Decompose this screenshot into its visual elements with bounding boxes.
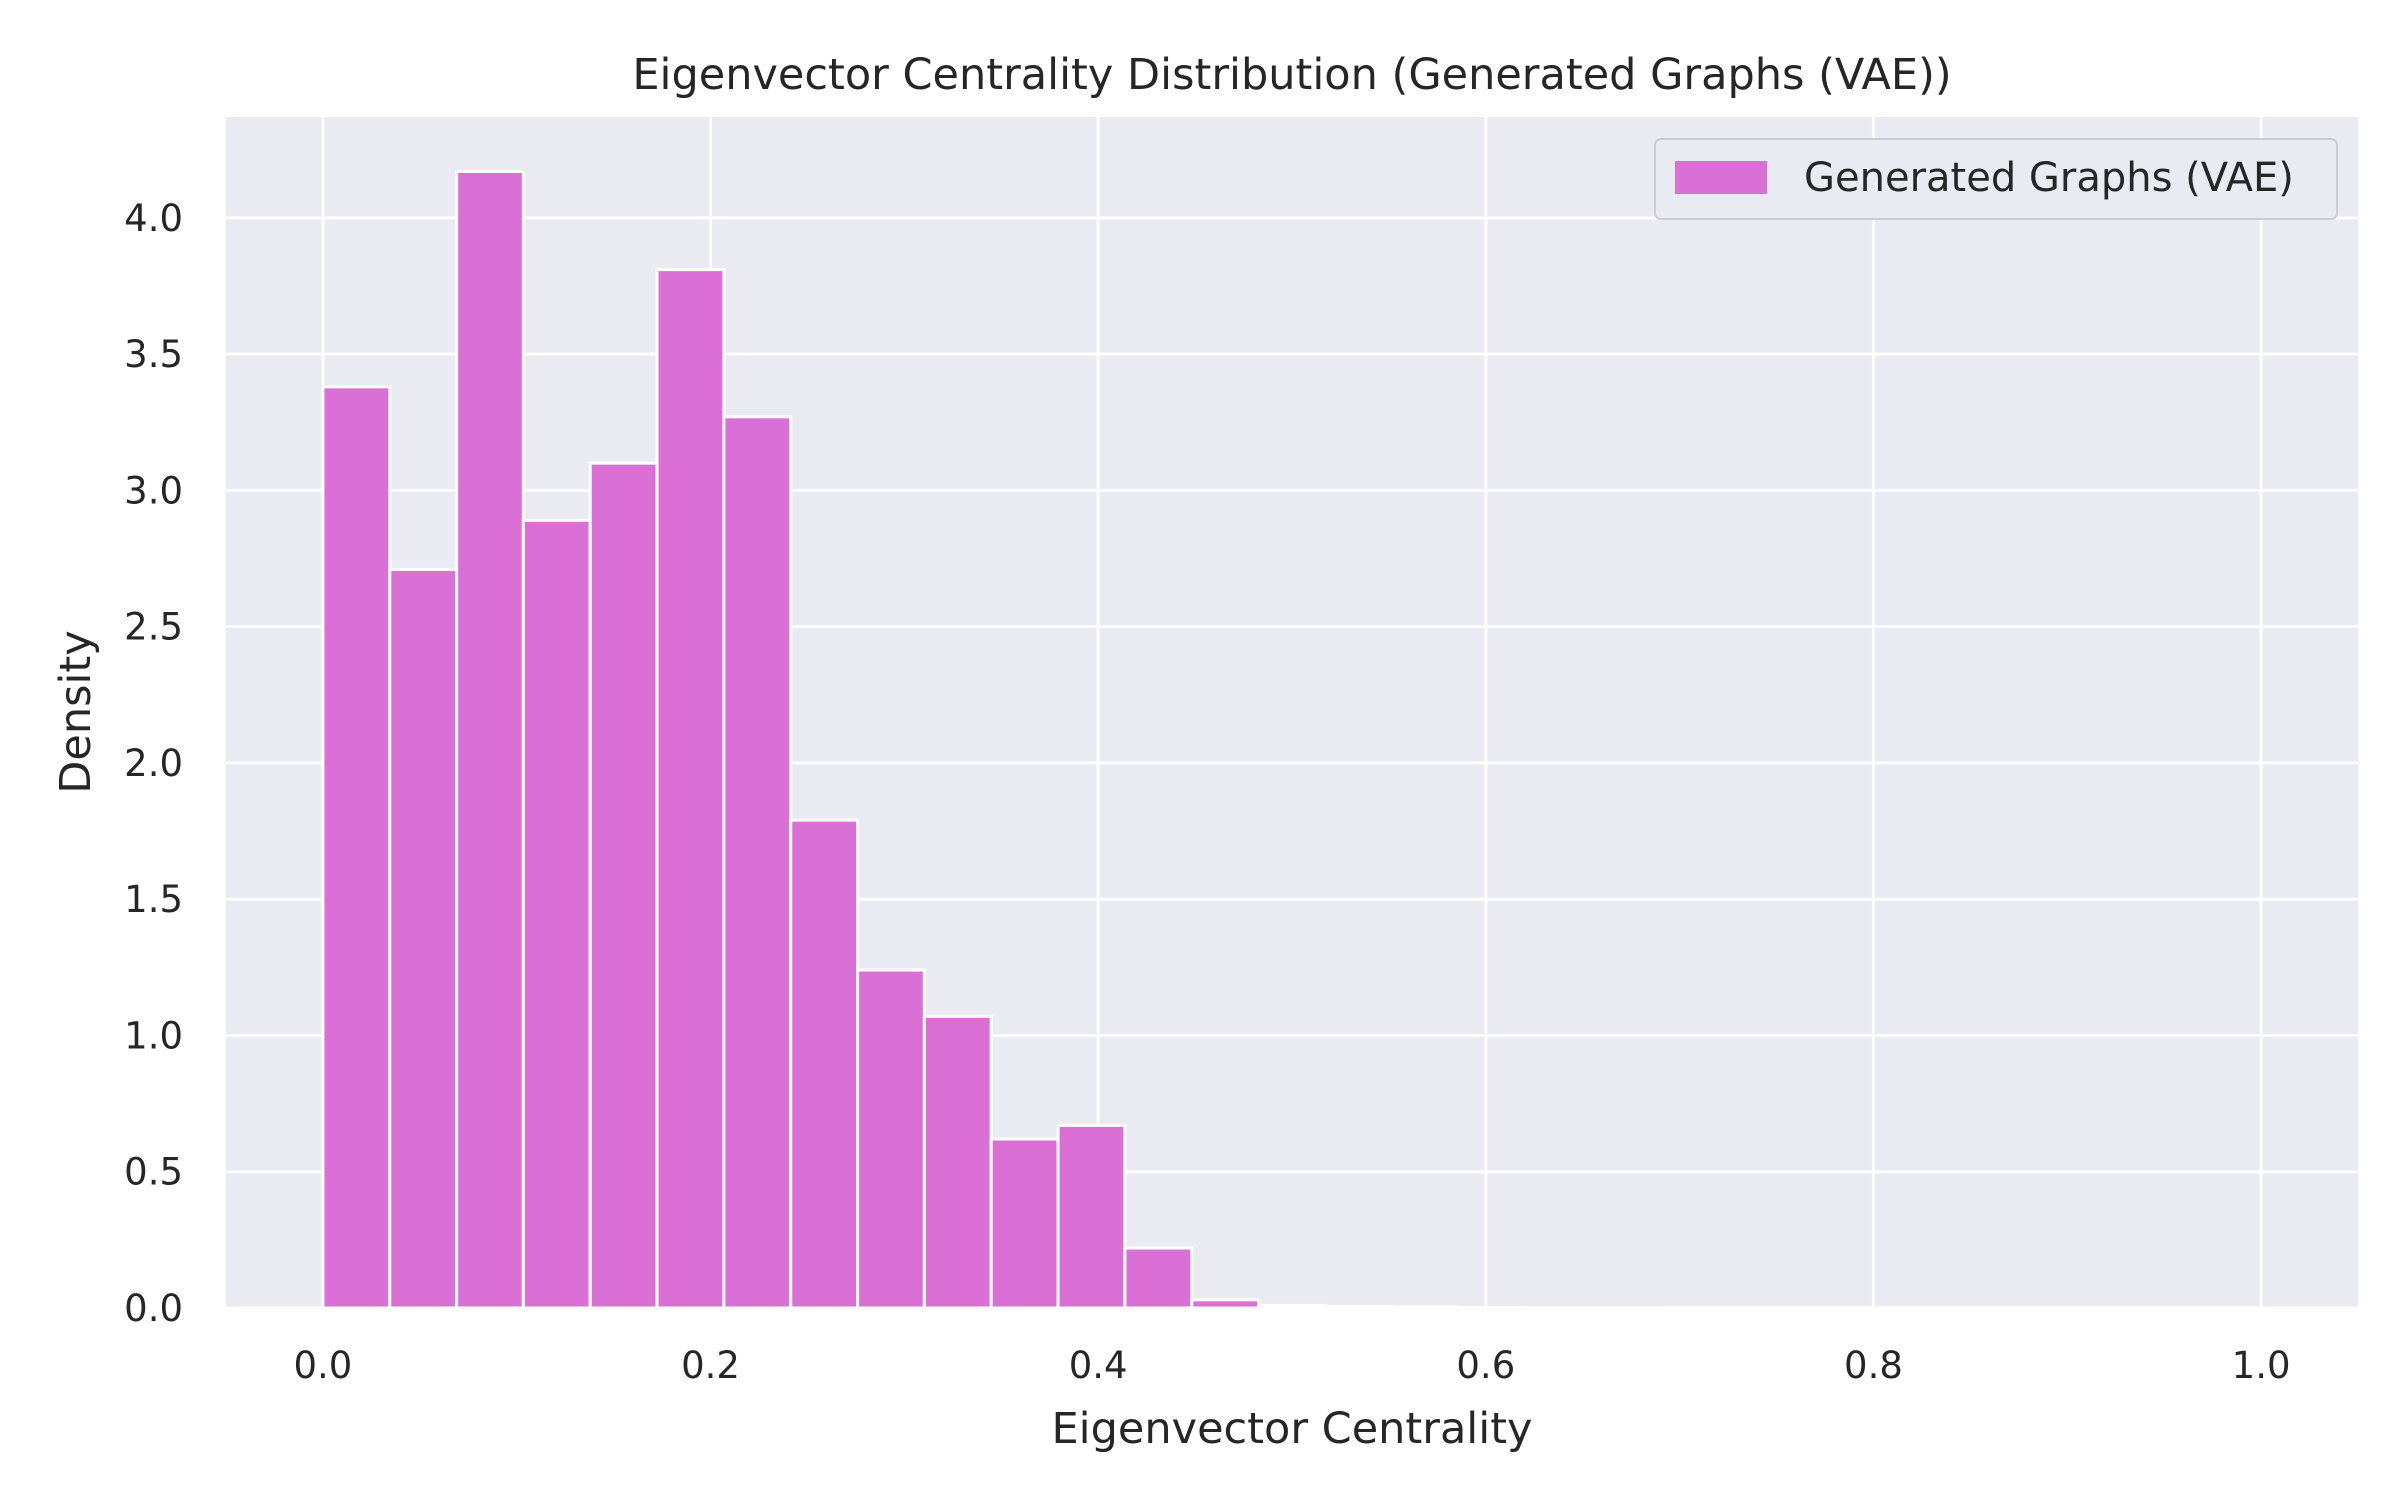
y-tick-label-0: 0.0: [124, 1287, 183, 1330]
legend-swatch: [1675, 161, 1767, 194]
x-tick-label-3: 0.6: [1456, 1344, 1515, 1387]
x-tick-label-0: 0.0: [293, 1344, 352, 1387]
histogram-bar-5: [655, 268, 726, 1310]
y-tick-label-3: 1.5: [124, 878, 183, 921]
histogram-bar-11: [1056, 1123, 1127, 1310]
y-tick-label-7: 3.5: [124, 333, 183, 376]
x-tick-label-1: 0.2: [681, 1344, 740, 1387]
histogram-bar-17: [1457, 1305, 1528, 1310]
histogram-bar-6: [722, 415, 793, 1310]
legend-box: [1654, 138, 2338, 220]
histogram-bar-16: [1390, 1305, 1461, 1310]
histogram-bar-4: [588, 461, 659, 1310]
x-axis-label: Eigenvector Centrality: [1052, 1404, 1533, 1454]
histogram-bar-15: [1323, 1305, 1394, 1310]
y-tick-label-8: 4.0: [124, 197, 183, 240]
histogram-bar-0: [321, 385, 392, 1310]
chart-title: Eigenvector Centrality Distribution (Gen…: [632, 50, 1951, 100]
y-tick-label-4: 2.0: [124, 742, 183, 785]
y-tick-label-5: 2.5: [124, 606, 183, 649]
y-axis-ticks: 0.0 0.5 1.0 1.5 2.0 2.5 3.0 3.5 4.0: [124, 197, 183, 1330]
legend: Generated Graphs (VAE): [1654, 138, 2338, 220]
histogram-bar-7: [789, 818, 860, 1310]
histogram-bar-9: [922, 1014, 993, 1310]
x-tick-label-5: 1.0: [2232, 1344, 2291, 1387]
histogram-bar-12: [1123, 1246, 1194, 1310]
x-axis-ticks: 0.0 0.2 0.4 0.6 0.8 1.0: [293, 1344, 2290, 1387]
histogram-bar-3: [521, 518, 592, 1310]
histogram-bars: [321, 170, 2263, 1310]
y-tick-label-6: 3.0: [124, 469, 183, 512]
histogram-bar-10: [989, 1137, 1060, 1310]
y-tick-label-2: 1.0: [124, 1014, 183, 1057]
histogram-bar-8: [856, 968, 926, 1310]
histogram-bar-2: [455, 170, 525, 1310]
x-tick-label-4: 0.8: [1844, 1344, 1903, 1387]
y-axis-label: Density: [51, 630, 101, 793]
legend-label: Generated Graphs (VAE): [1804, 155, 2294, 201]
y-tick-label-1: 0.5: [124, 1151, 183, 1194]
histogram-bar-13: [1190, 1298, 1261, 1310]
histogram-bar-1: [388, 567, 459, 1310]
x-tick-label-2: 0.4: [1069, 1344, 1128, 1387]
histogram-bar-14: [1257, 1303, 1327, 1310]
